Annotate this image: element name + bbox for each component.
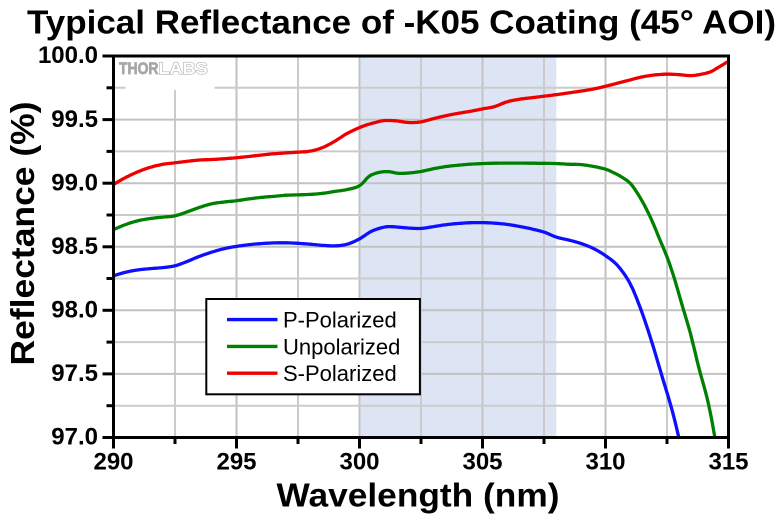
svg-text:LABS: LABS — [159, 59, 208, 78]
svg-text:295: 295 — [216, 449, 256, 476]
svg-text:100.0: 100.0 — [38, 42, 98, 69]
svg-text:THOR: THOR — [119, 59, 159, 78]
svg-text:310: 310 — [585, 449, 625, 476]
svg-text:S-Polarized: S-Polarized — [283, 361, 397, 386]
svg-text:99.5: 99.5 — [51, 106, 98, 133]
svg-text:305: 305 — [462, 449, 502, 476]
svg-text:Reflectance (%): Reflectance (%) — [4, 102, 41, 366]
svg-text:Wavelength (nm): Wavelength (nm) — [277, 477, 560, 514]
svg-text:300: 300 — [339, 449, 379, 476]
svg-text:99.0: 99.0 — [51, 169, 98, 196]
svg-text:97.5: 97.5 — [51, 360, 98, 387]
svg-text:290: 290 — [93, 449, 133, 476]
svg-text:98.5: 98.5 — [51, 233, 98, 260]
svg-text:P-Polarized: P-Polarized — [283, 308, 397, 333]
svg-text:Typical Reflectance of -K05 Co: Typical Reflectance of -K05 Coating (45°… — [27, 4, 776, 41]
svg-text:Unpolarized: Unpolarized — [283, 334, 400, 359]
svg-text:315: 315 — [708, 449, 748, 476]
svg-text:97.0: 97.0 — [51, 424, 98, 451]
svg-text:98.0: 98.0 — [51, 297, 98, 324]
